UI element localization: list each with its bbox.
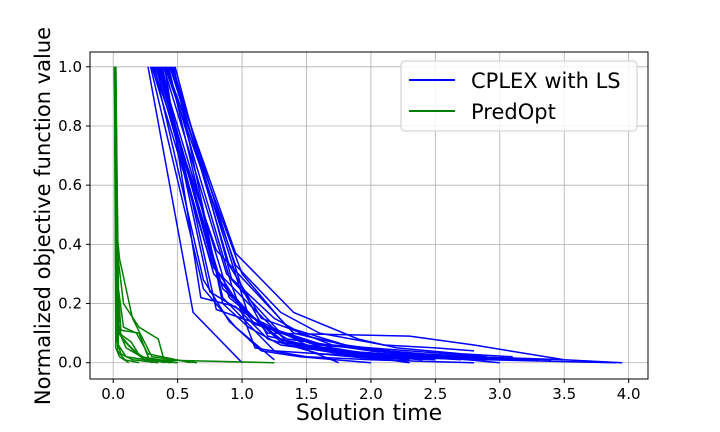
series-line [170, 66, 487, 358]
y-tick-label: 0.8 [58, 117, 82, 135]
x-axis-label: Solution time [296, 401, 442, 426]
series-line [169, 66, 462, 361]
y-tick-label: 0.2 [58, 295, 82, 313]
x-tick-label: 3.5 [552, 385, 576, 403]
x-tick-label: 3.0 [488, 385, 512, 403]
series-line [165, 66, 565, 361]
series-cplex-with-ls [147, 66, 623, 364]
series-line [174, 66, 487, 361]
x-tick-label: 0.5 [166, 385, 190, 403]
series-line [166, 66, 475, 364]
legend: CPLEX with LS PredOpt [400, 60, 638, 132]
x-tick-label: 0.0 [101, 385, 125, 403]
x-tick-label: 4.0 [617, 385, 641, 403]
legend-box [400, 60, 638, 132]
series-line [147, 66, 243, 364]
series-line [153, 66, 371, 364]
legend-label-predopt: PredOpt [471, 100, 556, 124]
series-line [163, 66, 475, 352]
x-tick-label: 1.5 [295, 385, 319, 403]
series-line [149, 66, 275, 361]
y-tick-label: 0.4 [58, 235, 82, 253]
series-predopt [113, 66, 275, 364]
x-tick-label: 2.5 [423, 385, 447, 403]
series-layer [113, 66, 623, 364]
series-line [114, 66, 165, 364]
axis-ticks: 0.0 0.5 1.0 1.5 2.0 2.5 3.0 3.5 4.0 0.0 0.2 0.4 0.6 0… [58, 58, 640, 403]
y-tick-label: 0.6 [58, 176, 82, 194]
series-line [169, 66, 513, 358]
series-line [113, 66, 140, 364]
y-tick-label: 1.0 [58, 58, 82, 76]
legend-label-cplex: CPLEX with LS [471, 69, 621, 93]
series-line [158, 66, 552, 361]
plot-area-frame [89, 51, 649, 380]
y-axis-label: Normalized objective function value [31, 27, 55, 405]
x-tick-label: 2.0 [359, 385, 383, 403]
y-tick-label: 0.0 [58, 354, 82, 372]
x-tick-label: 1.0 [230, 385, 254, 403]
series-line [163, 66, 384, 361]
